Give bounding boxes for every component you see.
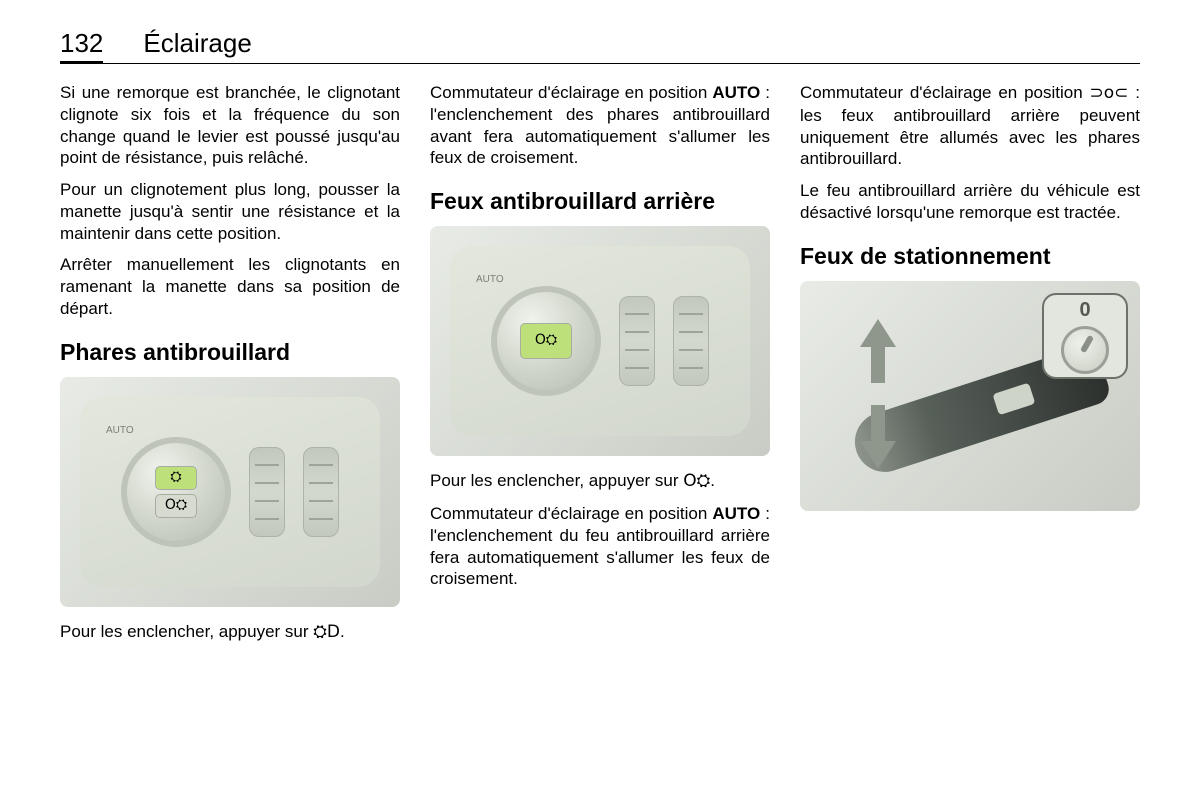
ignition-position-label: 0 (1079, 298, 1090, 324)
col2-p3-prefix: Commutateur d'éclairage en position (430, 504, 712, 523)
col2-para1: Commutateur d'éclairage en position AUTO… (430, 82, 770, 169)
rear-fog-button: O⛭ (155, 494, 197, 518)
front-fog-button: ⛭ (155, 466, 197, 490)
heading-parking-lights: Feux de stationnement (800, 242, 1140, 271)
dial-position-labels: AUTO (106, 425, 246, 438)
rear-fog-icon: O⛭ (165, 497, 187, 515)
figure-rear-fog-switch: AUTO O⛭ (430, 226, 770, 456)
front-fog-glyph-inline: ⛭D (313, 622, 340, 642)
col2-p1-prefix: Commutateur d'éclairage en position (430, 83, 712, 102)
ignition-inset: 0 (1042, 293, 1128, 379)
figure-parking-stalk: 0 (800, 281, 1140, 511)
content-columns: Si une remorque est branchée, le clignot… (60, 82, 1140, 654)
rotary-light-switch-2: AUTO O⛭ (491, 286, 601, 396)
col2-para2: Pour les enclencher, appuyer sur O⛭. (430, 470, 770, 493)
page-number: 132 (60, 28, 103, 63)
col1-p4-prefix: Pour les enclencher, appuyer sur (60, 622, 313, 641)
col3-para1: Commutateur d'éclairage en position ⊃o⊂ … (800, 82, 1140, 170)
dial-position-labels-2: AUTO (476, 274, 616, 287)
headlamp-level-wheel (249, 447, 285, 537)
col2-p2-prefix: Pour les enclencher, appuyer sur (430, 471, 683, 490)
arrow-up-icon (860, 319, 896, 347)
parking-light-glyph-inline: ⊃o⊂ (1090, 83, 1129, 103)
col3-p1-prefix: Commutateur d'éclairage en position (800, 83, 1090, 102)
column-3: Commutateur d'éclairage en position ⊃o⊂ … (800, 82, 1140, 654)
rotary-light-switch: AUTO ⛭ O⛭ (121, 437, 231, 547)
dial-auto-label: AUTO (106, 425, 134, 438)
col3-para2: Le feu antibrouillard arrière du véhicul… (800, 180, 1140, 224)
heading-front-fog: Phares antibrouillard (60, 338, 400, 367)
col1-para4: Pour les enclencher, appuyer sur ⛭D. (60, 621, 400, 644)
col2-p1-auto: AUTO (712, 83, 760, 102)
col2-para3: Commutateur d'éclairage en position AUTO… (430, 503, 770, 590)
dial-auto-label-2: AUTO (476, 274, 504, 287)
rear-fog-icon-2: O⛭ (535, 332, 557, 350)
ignition-ring-icon (1061, 326, 1109, 374)
manual-page: 132 Éclairage Si une remorque est branch… (0, 0, 1200, 684)
col1-p4-suffix: . (340, 622, 345, 641)
figure-front-fog-switch: AUTO ⛭ O⛭ (60, 377, 400, 607)
col2-p3-auto: AUTO (712, 504, 760, 523)
rear-fog-button-large: O⛭ (520, 323, 572, 359)
light-switch-panel: AUTO ⛭ O⛭ (80, 397, 380, 587)
column-2: Commutateur d'éclairage en position AUTO… (430, 82, 770, 654)
arrow-down-icon (860, 441, 896, 469)
col2-p2-suffix: . (710, 471, 715, 490)
heading-rear-fog: Feux antibrouillard arrière (430, 187, 770, 216)
col1-para1: Si une remorque est branchée, le clignot… (60, 82, 400, 169)
col1-para2: Pour un clignotement plus long, pousser … (60, 179, 400, 244)
rear-fog-glyph-inline: O⛭ (683, 471, 710, 491)
headlamp-level-wheel-2 (619, 296, 655, 386)
dimmer-wheel-2 (673, 296, 709, 386)
dimmer-wheel (303, 447, 339, 537)
light-switch-panel-2: AUTO O⛭ (450, 246, 750, 436)
page-header: 132 Éclairage (60, 28, 1140, 64)
front-fog-icon: ⛭ (170, 469, 181, 487)
column-1: Si une remorque est branchée, le clignot… (60, 82, 400, 654)
chapter-title: Éclairage (143, 28, 251, 59)
col1-para3: Arrêter manuellement les clignotants en … (60, 254, 400, 319)
